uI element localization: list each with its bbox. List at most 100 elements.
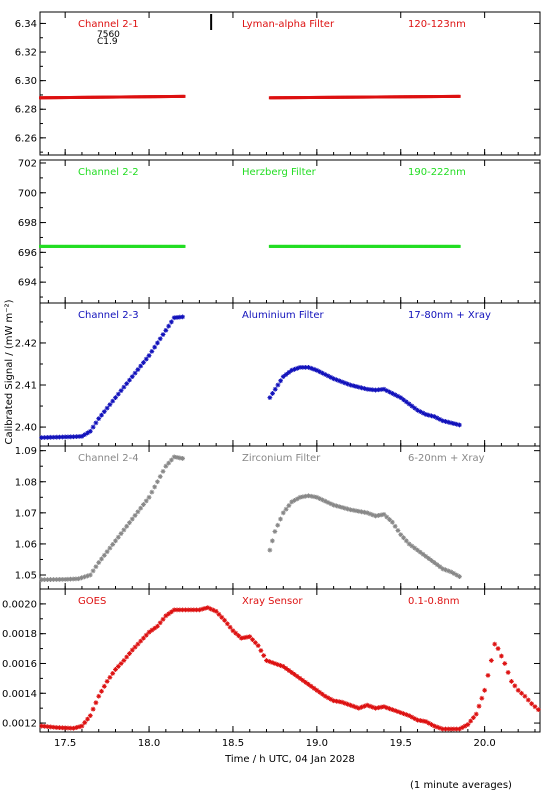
- data-point: [417, 718, 423, 723]
- data-point: [437, 725, 443, 731]
- data-point: [241, 635, 247, 641]
- panel-channel-label: Channel 2-1: [78, 19, 139, 30]
- data-point: [62, 725, 68, 731]
- data-point: [471, 715, 476, 721]
- data-point: [434, 724, 440, 730]
- data-point: [264, 658, 269, 663]
- data-point: [208, 606, 213, 612]
- data-point: [443, 419, 448, 424]
- data-point: [294, 496, 300, 502]
- data-point: [196, 607, 202, 613]
- data-point: [468, 718, 474, 724]
- data-point: [322, 372, 328, 377]
- data-point: [429, 558, 434, 563]
- data-point: [325, 695, 331, 701]
- data-point: [121, 658, 127, 663]
- data-point: [306, 493, 311, 499]
- data-point: [127, 377, 132, 383]
- data-point: [525, 697, 531, 703]
- data-point: [423, 412, 429, 417]
- data-point: [143, 356, 149, 362]
- data-point: [401, 535, 406, 541]
- panel-annotation: C1.9: [97, 37, 118, 47]
- data-point: [457, 422, 462, 428]
- data-point: [76, 434, 82, 439]
- data-point: [412, 716, 418, 721]
- data-point: [160, 332, 166, 337]
- data-point: [426, 412, 432, 418]
- data-point: [398, 395, 404, 401]
- data-point: [364, 386, 370, 392]
- data-point: [99, 556, 104, 562]
- data-point: [373, 705, 378, 711]
- data-point: [292, 498, 297, 503]
- x-tick-label: 20.0: [473, 738, 495, 749]
- data-point: [303, 679, 309, 685]
- data-point: [387, 389, 392, 395]
- data-point: [129, 647, 135, 653]
- data-point: [127, 651, 132, 656]
- data-point: [157, 336, 163, 342]
- data-point: [339, 699, 345, 705]
- data-point: [87, 572, 93, 578]
- y-tick-label: 6.28: [15, 105, 37, 116]
- data-point: [96, 560, 102, 565]
- data-point: [359, 385, 364, 391]
- x-axis-label: Time / h UTC, 04 Jan 2028: [224, 754, 355, 765]
- data-point: [99, 412, 104, 418]
- data-point: [359, 509, 364, 515]
- data-point: [361, 386, 367, 391]
- data-point: [171, 454, 177, 460]
- data-point: [401, 397, 406, 403]
- data-point: [244, 634, 250, 640]
- data-point: [367, 387, 373, 392]
- data-point: [68, 725, 74, 731]
- data-point: [39, 435, 45, 440]
- data-point: [160, 468, 166, 474]
- data-point: [141, 502, 146, 507]
- data-point: [121, 384, 127, 390]
- data-point: [118, 388, 124, 394]
- data-point: [183, 244, 186, 248]
- data-point: [378, 387, 384, 392]
- panel-band-label: 120-123nm: [408, 19, 466, 30]
- data-point: [406, 541, 412, 547]
- data-point: [342, 380, 348, 386]
- y-tick-label: 1.05: [15, 571, 37, 582]
- data-point: [392, 708, 398, 714]
- data-point: [370, 512, 376, 518]
- y-tick-label: 6.32: [15, 48, 37, 59]
- y-tick-label: 698: [18, 218, 37, 229]
- data-point: [448, 420, 454, 426]
- panel-channel-label: GOES: [78, 596, 106, 607]
- data-point: [364, 702, 370, 708]
- data-point: [272, 386, 278, 392]
- panel-5: 0.0012 0.0014 0.0016 0.0018 0.0020 GOES Xray S…: [2, 588, 541, 733]
- data-point: [171, 315, 177, 321]
- data-point: [129, 516, 135, 522]
- data-point: [258, 648, 264, 653]
- data-point: [146, 494, 152, 500]
- data-point: [169, 609, 174, 615]
- data-point: [345, 506, 351, 512]
- panel-frame: [39, 11, 541, 156]
- data-point: [255, 643, 261, 649]
- panel-filter-label: Lyman-alpha Filter: [242, 19, 335, 30]
- data-point: [364, 510, 370, 516]
- data-point: [236, 633, 241, 639]
- data-point: [451, 726, 457, 732]
- x-tick-label: 18.5: [222, 738, 244, 749]
- data-point: [163, 327, 169, 333]
- data-point: [216, 611, 222, 617]
- data-point: [331, 698, 337, 704]
- data-point: [320, 691, 325, 697]
- data-point: [183, 94, 186, 98]
- data-point: [261, 653, 267, 658]
- data-point: [267, 395, 273, 401]
- x-tick-label: 18.0: [138, 738, 160, 749]
- data-point: [353, 704, 359, 710]
- data-point: [331, 502, 337, 508]
- data-point: [426, 720, 432, 726]
- data-point: [389, 519, 395, 525]
- data-point: [135, 367, 141, 372]
